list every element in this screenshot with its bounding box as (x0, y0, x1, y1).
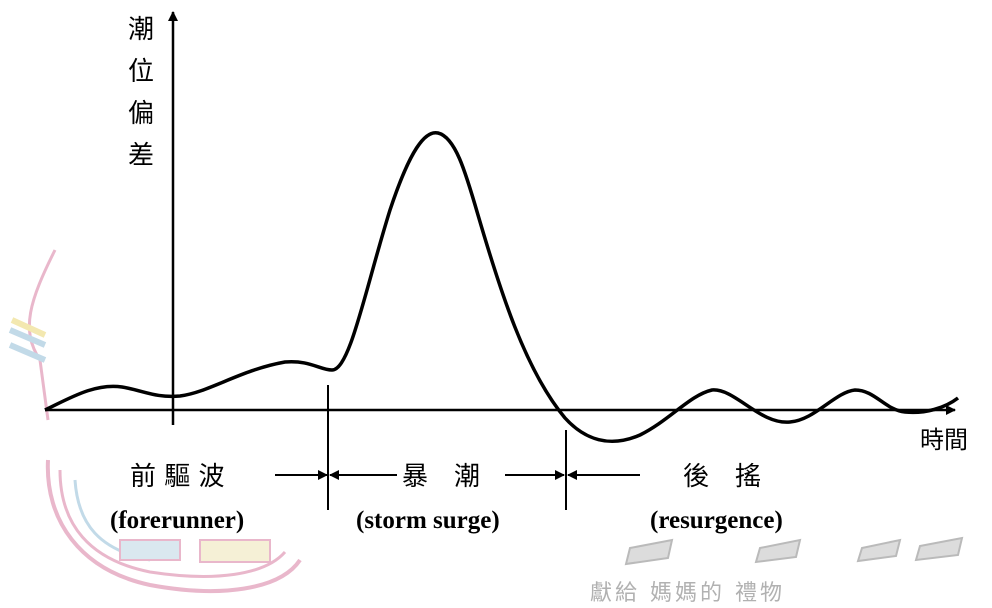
y-axis-label: 潮位偏差 (128, 15, 154, 171)
y-axis-label-char: 偏 (128, 99, 154, 129)
forerunner-label-en: (forerunner) (110, 507, 244, 534)
storm-surge-label-en: (storm surge) (356, 507, 500, 534)
storm-surge-label-zh: 暴 潮 (402, 462, 480, 492)
background-caption: 獻給 媽媽的 禮物 (590, 581, 785, 606)
resurgence-label-en: (resurgence) (650, 507, 783, 534)
x-axis-label: 時間 (920, 426, 968, 454)
y-axis-label-char: 差 (128, 141, 154, 171)
y-axis-label-char: 位 (128, 57, 154, 87)
forerunner-label-zh: 前 驅 波 (130, 462, 225, 492)
background-sketch: 獻給 媽媽的 禮物 (8, 249, 964, 606)
y-axis-label-char: 潮 (128, 15, 154, 45)
resurgence-label-zh: 後 搖 (683, 462, 761, 492)
surge-curve (44, 131, 960, 443)
